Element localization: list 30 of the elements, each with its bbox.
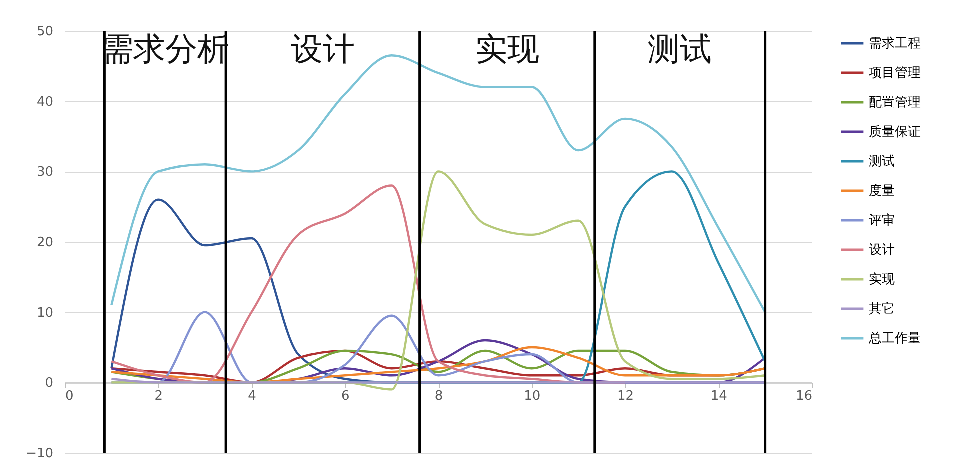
x-tick-label: 4 — [248, 389, 256, 404]
legend-label: 度量 — [869, 183, 895, 199]
x-tick-label: 10 — [524, 389, 541, 404]
legend-label: 质量保证 — [869, 125, 921, 140]
x-tick-label: 14 — [710, 389, 728, 404]
annotation: 设计 — [290, 30, 355, 68]
y-tick-label: 0 — [45, 376, 54, 392]
legend-label: 配置管理 — [869, 96, 921, 110]
legend-label: 项目管理 — [869, 66, 921, 81]
annotation: 实现 — [475, 30, 540, 68]
y-tick-label: 40 — [36, 94, 54, 110]
x-tick-label: 6 — [341, 389, 350, 404]
x-tick-label: 0 — [66, 389, 74, 404]
legend-label: 总工作量 — [868, 332, 921, 346]
y-tick-label: 50 — [36, 24, 54, 40]
x-tick-label: 8 — [434, 389, 444, 404]
x-tick-label: 16 — [796, 389, 812, 404]
y-tick-label: 10 — [36, 306, 54, 321]
legend-label: 需求工程 — [869, 36, 921, 52]
legend-label: 其它 — [869, 301, 895, 317]
annotation: 测试 — [648, 30, 712, 68]
y-tick-label: −10 — [26, 446, 54, 462]
legend-label: 评审 — [869, 212, 895, 228]
x-tick-label: 2 — [154, 389, 164, 404]
legend-label: 测试 — [869, 154, 895, 170]
legend-label: 实现 — [869, 272, 895, 288]
legend-label: 设计 — [869, 243, 895, 258]
x-tick-label: 12 — [617, 389, 634, 404]
y-tick-label: 30 — [36, 165, 54, 180]
y-tick-label: 20 — [36, 236, 54, 250]
